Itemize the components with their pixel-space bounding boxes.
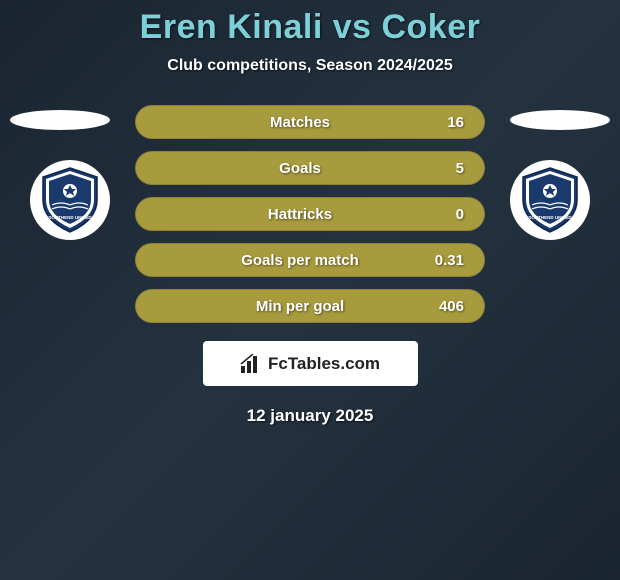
stat-bar: Goals5 bbox=[135, 151, 485, 185]
player-left-avatar-placeholder bbox=[10, 110, 110, 130]
bar-chart-icon bbox=[240, 354, 262, 374]
stat-label: Goals per match bbox=[156, 252, 414, 269]
infographic-container: Eren Kinali vs Coker Club competitions, … bbox=[0, 0, 620, 426]
stat-value: 5 bbox=[414, 160, 464, 177]
stat-value: 16 bbox=[414, 114, 464, 131]
stat-value: 0 bbox=[414, 206, 464, 223]
stat-bar: Matches16 bbox=[135, 105, 485, 139]
player-right-club-badge: SOUTHEND UNITED bbox=[510, 160, 590, 240]
player-left-club-badge: SOUTHEND UNITED bbox=[30, 160, 110, 240]
comparison-title: Eren Kinali vs Coker bbox=[0, 8, 620, 47]
shield-icon: SOUTHEND UNITED bbox=[515, 165, 585, 235]
stat-bar: Hattricks0 bbox=[135, 197, 485, 231]
stat-value: 406 bbox=[414, 298, 464, 315]
stat-label: Matches bbox=[156, 114, 414, 131]
svg-text:SOUTHEND UNITED: SOUTHEND UNITED bbox=[528, 215, 572, 220]
stat-bar: Goals per match0.31 bbox=[135, 243, 485, 277]
stats-column: Matches16 Goals5 Hattricks0 Goals per match… bbox=[135, 105, 485, 323]
player-right-avatar-placeholder bbox=[510, 110, 610, 130]
subtitle: Club competitions, Season 2024/2025 bbox=[0, 57, 620, 75]
stat-value: 0.31 bbox=[414, 252, 464, 269]
stat-label: Hattricks bbox=[156, 206, 414, 223]
stat-bar: Min per goal406 bbox=[135, 289, 485, 323]
svg-text:SOUTHEND UNITED: SOUTHEND UNITED bbox=[48, 215, 92, 220]
shield-icon: SOUTHEND UNITED bbox=[35, 165, 105, 235]
logo-text: FcTables.com bbox=[268, 354, 380, 374]
player-right-column: SOUTHEND UNITED bbox=[495, 105, 615, 240]
content-row: SOUTHEND UNITED Matches16 Goals5 Hattricks… bbox=[0, 105, 620, 323]
stat-label: Goals bbox=[156, 160, 414, 177]
stat-label: Min per goal bbox=[156, 298, 414, 315]
player-left-column: SOUTHEND UNITED bbox=[5, 105, 125, 240]
fctables-logo: FcTables.com bbox=[203, 341, 418, 386]
date-text: 12 january 2025 bbox=[0, 406, 620, 426]
